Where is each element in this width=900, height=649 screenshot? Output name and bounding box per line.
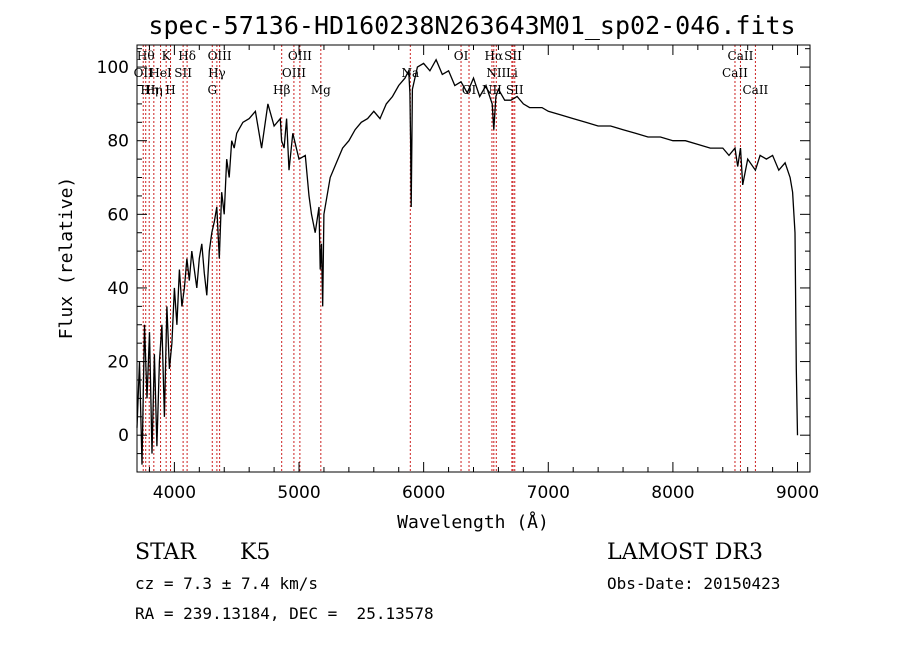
x-tick-label: 4000: [153, 483, 196, 503]
redshift-cz: cz = 7.3 ± 7.4 km/s: [135, 574, 319, 593]
line-label-oii: OII: [134, 66, 154, 80]
line-label-oi: OI: [454, 49, 469, 63]
ra-dec: RA = 239.13184, DEC = 25.13578: [135, 604, 434, 623]
line-label-oiii: OIII: [288, 49, 312, 63]
obs-date: Obs-Date: 20150423: [607, 574, 781, 593]
line-label-g: G: [207, 83, 217, 97]
y-tick-label: 40: [107, 279, 129, 299]
x-tick-label: 5000: [277, 483, 320, 503]
y-axis-label: Flux (relative): [56, 177, 77, 340]
spectral-line-labels: OIIHθHηHηHeIKHSIIHδGHγOIIIHβOIIIOIIIMgNa…: [134, 49, 769, 97]
x-tick-label: 7000: [527, 483, 570, 503]
x-tick-label: 6000: [402, 483, 445, 503]
line-label-hei: HeI: [149, 66, 172, 80]
object-class: STAR: [135, 540, 196, 565]
line-label-nii: NII: [486, 66, 506, 80]
line-label-oiii: OIII: [282, 66, 306, 80]
line-label-h: H: [165, 83, 175, 97]
y-tick-label: 80: [107, 132, 129, 152]
line-label-li: Li: [506, 66, 518, 80]
line-label-caii: CaII: [722, 66, 748, 80]
line-label-mg: Mg: [311, 83, 331, 97]
x-axis: 4000 5000 6000 7000 8000 9000: [148, 45, 819, 503]
line-label-hη: Hη: [145, 83, 163, 97]
y-axis: 0 20 40 60 80 100: [97, 48, 810, 455]
y-tick-label: 20: [107, 353, 129, 373]
spectrum-line: [136, 58, 799, 465]
line-label-caii: CaII: [742, 83, 768, 97]
line-label-sii: SII: [504, 49, 522, 63]
line-label-hη: Hη: [140, 83, 158, 97]
spectrum-chart: spec-57136-HD160238N263643M01_sp02-046.f…: [56, 11, 819, 533]
chart-title: spec-57136-HD160238N263643M01_sp02-046.f…: [148, 11, 795, 40]
line-label-k: K: [162, 49, 172, 63]
y-tick-label: 0: [118, 426, 129, 446]
line-label-sii: SII: [506, 83, 524, 97]
spectral-line-markers: [142, 45, 756, 472]
x-tick-label: 8000: [651, 483, 694, 503]
line-label-caii: CaII: [728, 49, 754, 63]
object-subclass: K5: [240, 540, 271, 565]
survey-name: LAMOST DR3: [607, 540, 763, 565]
line-label-hα: Hα: [485, 49, 504, 63]
line-label-oiii: OIII: [208, 49, 232, 63]
line-label-hβ: Hβ: [273, 83, 290, 97]
x-tick-label: 9000: [776, 483, 819, 503]
y-tick-label: 100: [97, 58, 129, 78]
line-label-hθ: Hθ: [137, 49, 155, 63]
y-tick-label: 60: [107, 205, 129, 225]
line-label-hγ: Hγ: [208, 66, 226, 80]
plot-frame: [136, 44, 811, 473]
line-label-sii: SII: [174, 66, 192, 80]
x-axis-label: Wavelength (Å): [397, 511, 549, 533]
line-label-hδ: Hδ: [178, 49, 196, 63]
